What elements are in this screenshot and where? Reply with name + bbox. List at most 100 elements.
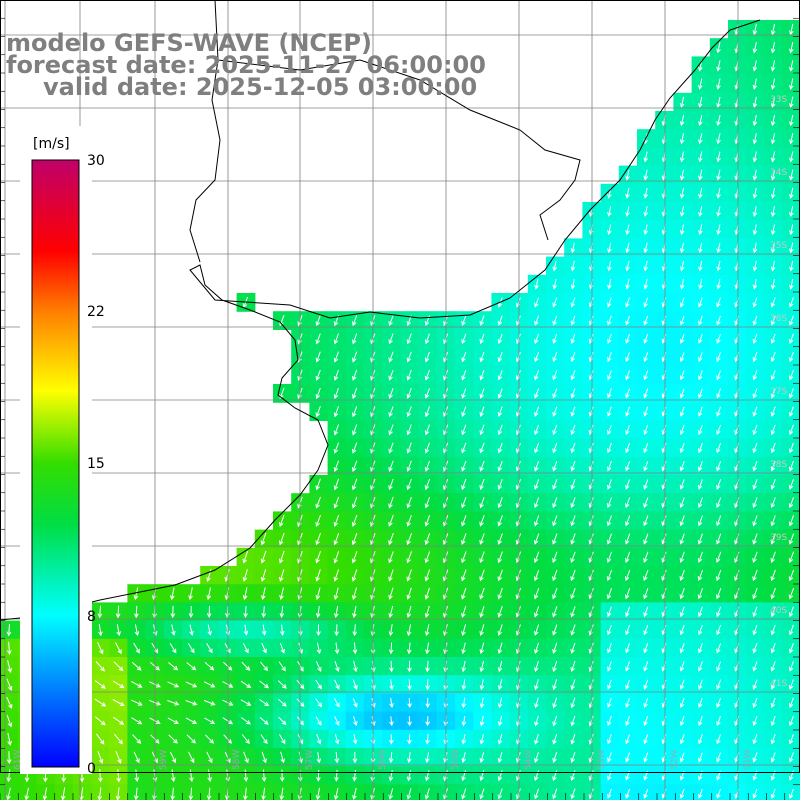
wind-arrow: [607, 279, 612, 290]
wind-arrow: [770, 679, 776, 690]
wind-arrow: [206, 605, 212, 619]
wind-arrow: [643, 515, 649, 527]
wind-arrow: [607, 788, 612, 799]
wind-arrow: [223, 661, 233, 671]
wind-arrow: [552, 697, 558, 709]
wind-arrow: [315, 478, 321, 491]
wind-arrow: [479, 315, 485, 326]
wind-arrow: [333, 532, 340, 546]
wind-arrow: [479, 406, 485, 417]
latitude-label: 40S: [770, 606, 787, 616]
wind-arrow: [388, 460, 394, 472]
wind-arrow: [189, 769, 194, 783]
wind-arrow: [788, 60, 794, 72]
wind-arrow: [752, 788, 758, 799]
wind-arrow: [424, 587, 430, 600]
wind-arrow: [552, 479, 558, 490]
wind-arrow: [661, 551, 667, 563]
wind-arrow: [716, 661, 722, 672]
wind-arrow: [497, 551, 503, 564]
wind-arrow: [788, 734, 794, 745]
wind-arrow: [424, 460, 430, 472]
wind-arrow: [316, 751, 322, 764]
wind-arrow: [607, 206, 612, 217]
wind-arrow: [534, 697, 539, 709]
wind-arrow: [186, 734, 196, 744]
wind-arrow: [185, 700, 198, 706]
wind-arrow: [679, 606, 685, 618]
wind-arrow: [661, 497, 667, 509]
wind-arrow: [679, 442, 685, 454]
wind-arrow: [788, 406, 794, 417]
wind-arrow: [461, 351, 467, 363]
wind-arrow: [607, 333, 612, 344]
longitude-label: 59W: [159, 750, 169, 770]
wind-arrow: [698, 169, 703, 181]
wind-arrow: [770, 734, 776, 745]
wind-arrow: [570, 588, 576, 600]
wind-arrow: [789, 260, 794, 272]
wind-arrow: [770, 114, 776, 127]
wind-arrow: [425, 716, 431, 727]
wind-arrow: [607, 315, 612, 326]
wind-arrow: [424, 624, 430, 637]
wind-arrow: [625, 643, 630, 654]
wind-arrow: [352, 751, 358, 764]
wind-arrow: [552, 733, 558, 745]
wind-arrow: [716, 606, 722, 618]
wind-arrow: [752, 206, 758, 218]
wind-arrow: [497, 715, 503, 727]
wind-arrow: [679, 461, 685, 472]
wind-arrow: [752, 78, 758, 90]
wind-arrow: [716, 151, 721, 163]
wind-arrow: [770, 497, 776, 509]
wind-arrow: [770, 169, 776, 181]
wind-arrow: [479, 551, 485, 564]
wind-arrow: [679, 569, 685, 582]
wind-arrow: [279, 550, 285, 564]
wind-arrow: [406, 551, 412, 564]
wind-arrow: [679, 752, 685, 763]
wind-arrow: [388, 351, 394, 363]
wind-arrow: [789, 206, 794, 218]
wind-arrow: [788, 679, 794, 690]
wind-arrow: [788, 23, 794, 36]
wind-arrow: [407, 734, 412, 745]
wind-arrow: [497, 460, 503, 472]
wind-arrow: [406, 460, 412, 472]
wind-arrow: [6, 714, 13, 728]
wind-arrow: [716, 169, 721, 181]
wind-arrow: [552, 642, 558, 654]
wind-arrow: [534, 733, 539, 745]
wind-arrow: [170, 769, 176, 783]
coastline: [0, 0, 761, 621]
wind-arrow: [497, 515, 503, 527]
wind-arrow: [204, 734, 215, 744]
wind-arrow: [389, 679, 394, 691]
wind-arrow: [316, 769, 321, 782]
wind-arrow: [278, 716, 287, 726]
wind-arrow: [607, 406, 612, 417]
wind-arrow: [170, 605, 176, 619]
wind-arrow: [697, 533, 703, 545]
wind-arrow: [388, 388, 394, 399]
wind-arrow: [770, 752, 776, 763]
wind-arrow: [461, 460, 467, 472]
wind-arrow: [479, 533, 485, 545]
wind-arrow: [351, 496, 358, 509]
wind-arrow: [788, 442, 794, 454]
wind-arrow: [716, 96, 721, 108]
wind-arrow: [752, 187, 758, 199]
wind-arrow: [570, 533, 576, 545]
wind-arrow: [351, 551, 358, 564]
wind-arrow: [94, 698, 107, 707]
wind-arrow: [279, 787, 285, 800]
wind-arrow: [752, 697, 758, 709]
wind-arrow: [679, 716, 685, 727]
wind-arrow: [770, 569, 776, 582]
wind-arrow: [534, 442, 540, 454]
wind-arrow: [497, 406, 503, 417]
wind-arrow: [643, 716, 649, 727]
wind-arrow: [406, 624, 412, 637]
wind-arrow: [625, 697, 630, 708]
